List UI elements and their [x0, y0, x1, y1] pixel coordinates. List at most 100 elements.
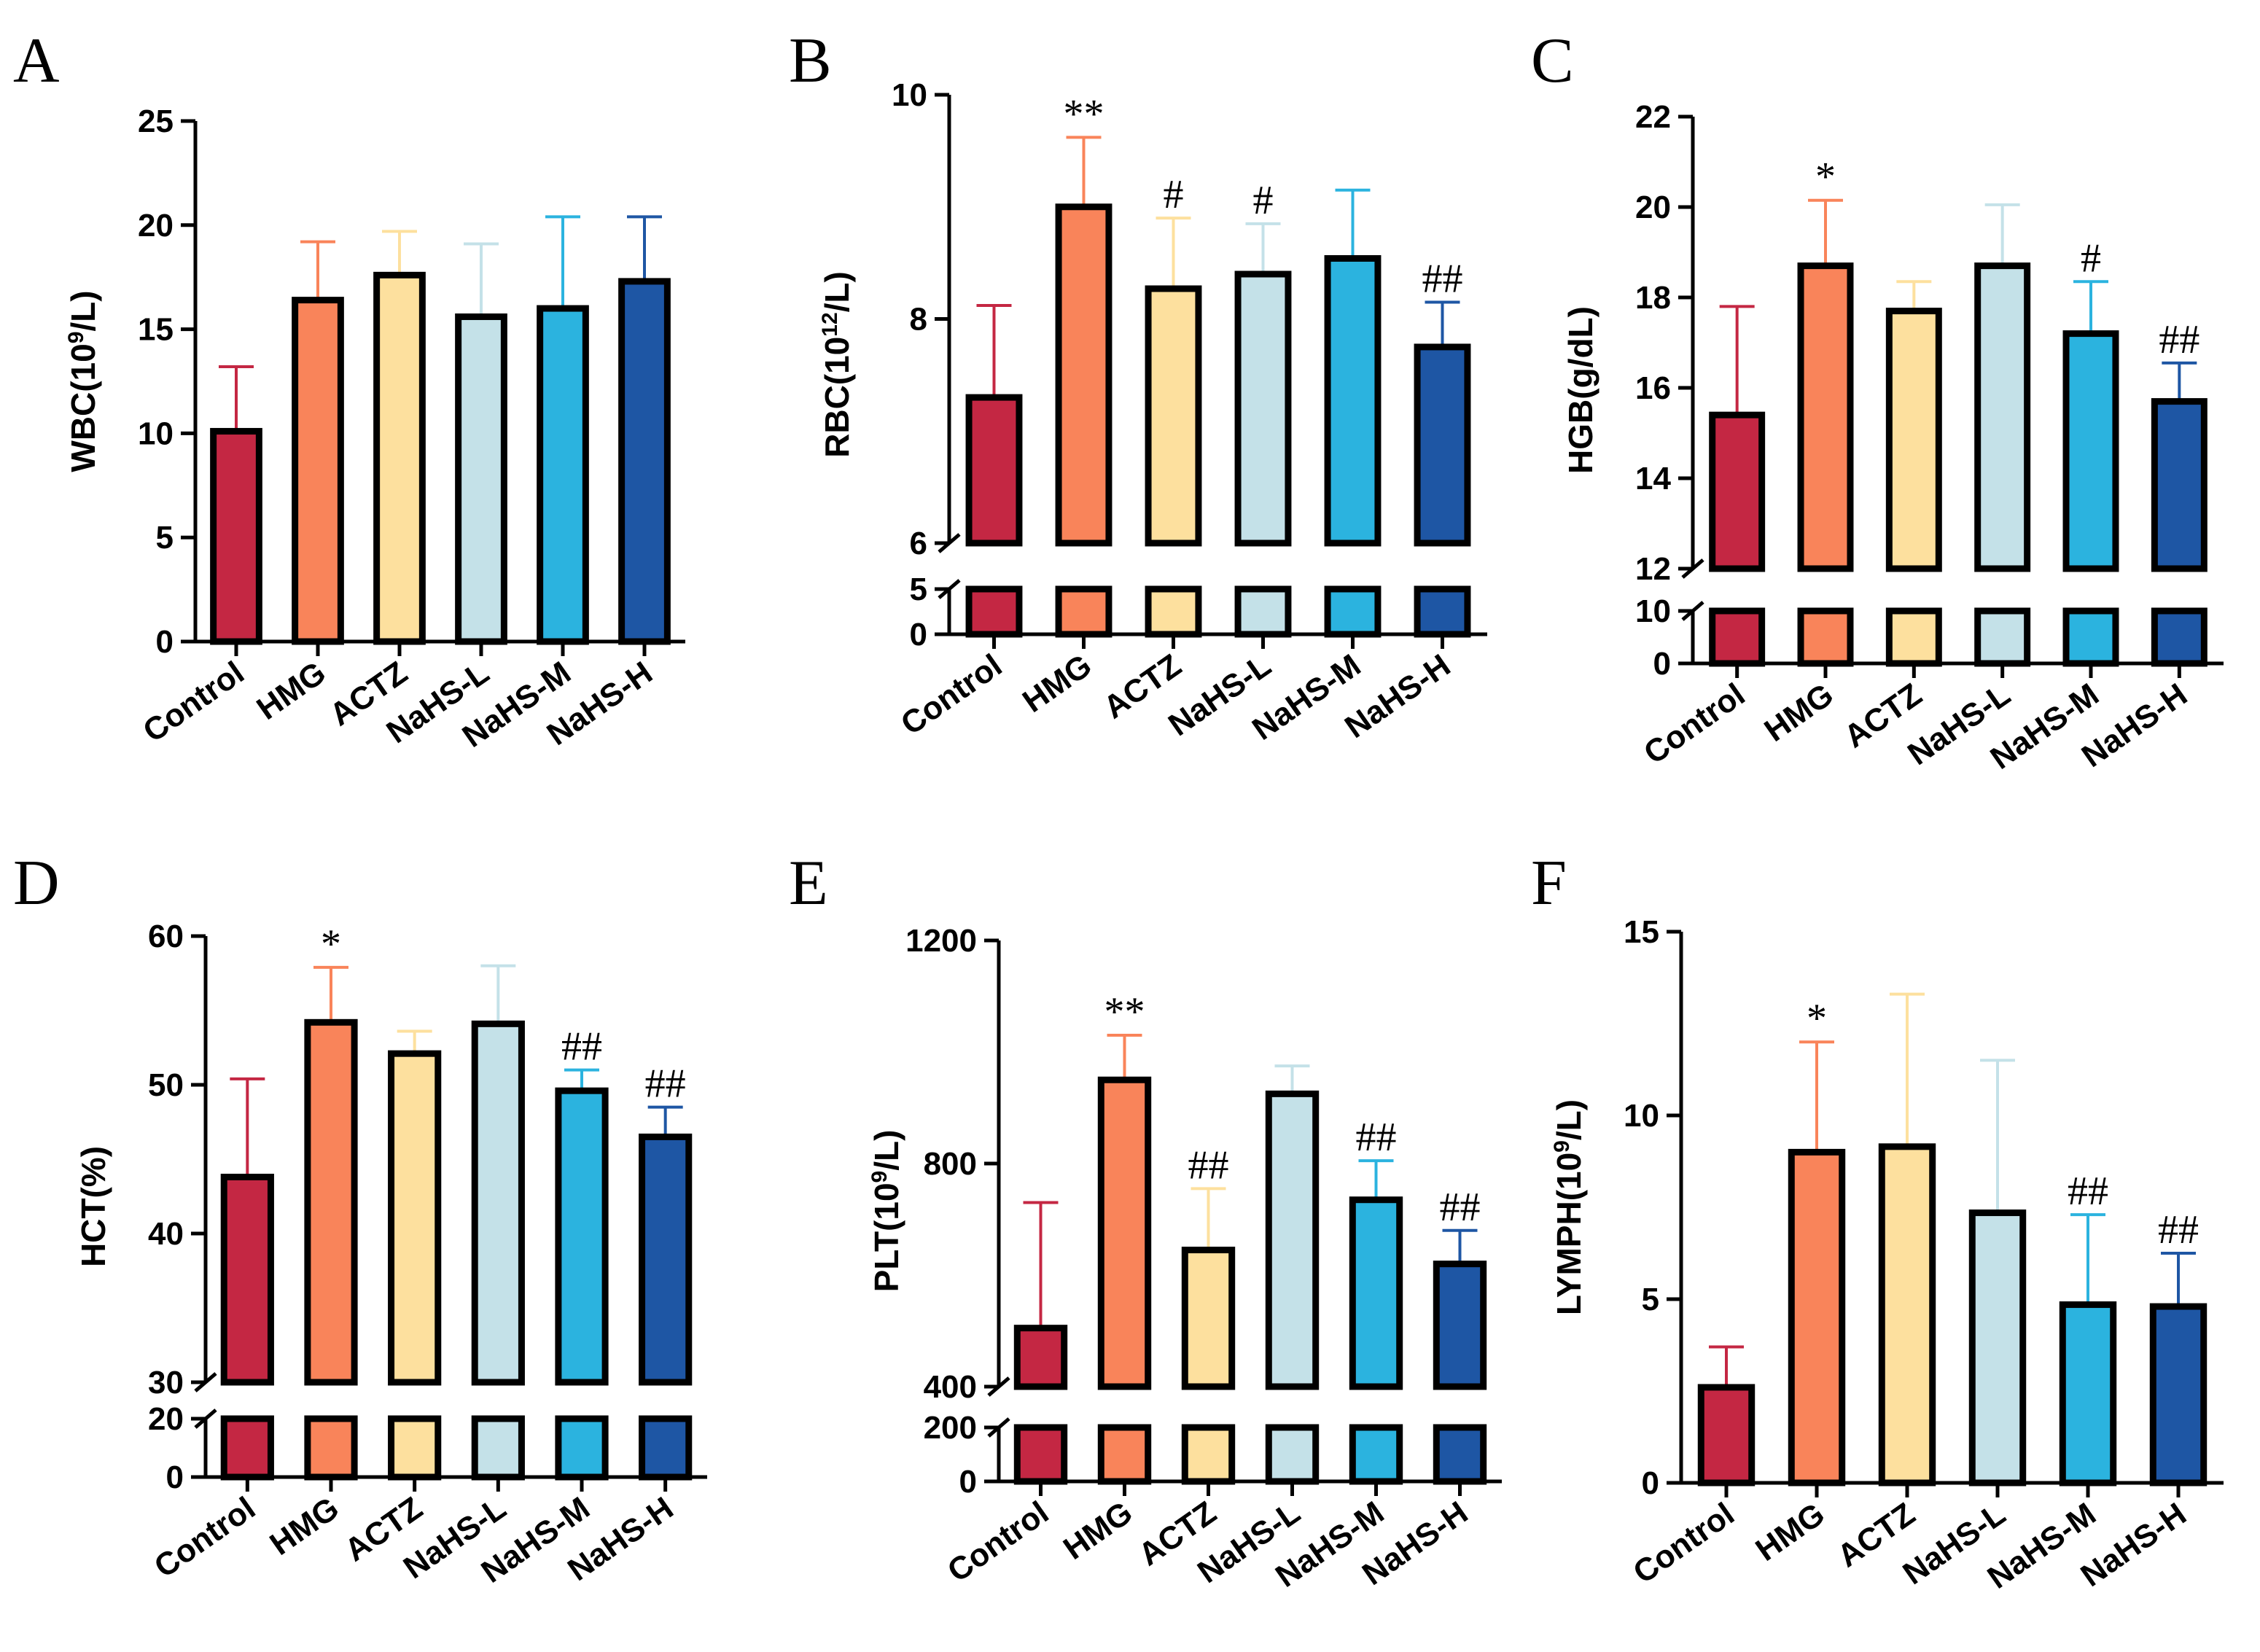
- y-tick-label: 12: [1635, 551, 1671, 587]
- y-tick-label: 200: [924, 1410, 977, 1446]
- bar-gap: [1706, 573, 1768, 607]
- bar-lower: [965, 585, 1023, 638]
- bar-lower: [1433, 1424, 1487, 1485]
- bar-gap: [1053, 548, 1115, 585]
- bar-gap: [218, 1387, 277, 1414]
- bar: [1968, 1209, 2027, 1487]
- bar: [373, 271, 426, 645]
- bar-gap: [1011, 1391, 1070, 1423]
- y-tick-label: 400: [924, 1369, 977, 1405]
- bar-lower: [1414, 585, 1471, 638]
- bar-lower: [1349, 1424, 1403, 1485]
- y-title-sup: 9: [1550, 1140, 1574, 1153]
- significance-mark: #: [1253, 178, 1274, 223]
- bar: [388, 1050, 442, 1386]
- y-tick-label: 0: [1653, 646, 1671, 682]
- y-tick-label: 5: [910, 572, 927, 607]
- bar: [965, 394, 1023, 547]
- bar: [1974, 262, 2031, 572]
- bar: [1709, 411, 1766, 572]
- bar: [555, 1087, 609, 1386]
- y-axis-title: RBC(1012/L): [818, 271, 856, 458]
- y-tick-label: 16: [1635, 370, 1671, 406]
- bar-lower: [220, 1415, 274, 1481]
- y-tick-label: 10: [1624, 1098, 1659, 1134]
- y-title-part: LYMPH(10: [1550, 1153, 1588, 1315]
- y-title-sup: 9: [64, 332, 88, 344]
- bar-gap: [1347, 1391, 1406, 1423]
- significance-mark: *: [1807, 996, 1827, 1041]
- bar: [537, 305, 589, 645]
- significance-mark: **: [1104, 989, 1145, 1035]
- y-title-part: HGB(g/dL): [1562, 306, 1599, 474]
- y-title-part: WBC(10: [64, 343, 102, 472]
- y-tick-label: 60: [148, 919, 184, 954]
- y-tick-label: 10: [138, 416, 174, 451]
- bar-lower: [639, 1415, 693, 1481]
- significance-mark: #: [2081, 235, 2101, 281]
- y-tick-label: 0: [166, 1460, 184, 1495]
- y-tick-label: 10: [1635, 593, 1671, 629]
- bar: [1788, 1148, 1846, 1487]
- bar-gap: [552, 1387, 612, 1414]
- y-tick-label: 1200: [905, 923, 977, 959]
- significance-mark: **: [1064, 91, 1104, 136]
- bar-lower: [471, 1415, 525, 1481]
- y-tick-label: 0: [959, 1464, 977, 1500]
- bar: [1697, 1384, 1756, 1487]
- bar-lower: [1055, 585, 1113, 638]
- bar: [455, 313, 507, 645]
- bar-gap: [2148, 573, 2210, 607]
- bar-gap: [1095, 1391, 1154, 1423]
- significance-mark: ##: [645, 1061, 686, 1107]
- bar-lower: [555, 1415, 609, 1481]
- panel-letter: F: [1531, 848, 1567, 919]
- bar-gap: [963, 548, 1025, 585]
- bar: [1234, 270, 1292, 547]
- significance-mark: ##: [2158, 1207, 2199, 1252]
- bar-lower: [1181, 1424, 1236, 1485]
- bar: [618, 278, 671, 645]
- bar: [304, 1018, 358, 1386]
- bar-lower: [1097, 1424, 1152, 1485]
- bar: [2151, 398, 2208, 572]
- bar-gap: [1430, 1391, 1489, 1423]
- panel-letter: B: [789, 26, 832, 96]
- panel-letter: C: [1531, 26, 1574, 96]
- y-tick-label: 5: [1642, 1282, 1659, 1317]
- bar-gap: [1411, 548, 1473, 585]
- bar-gap: [1322, 548, 1384, 585]
- y-axis-title: HGB(g/dL): [1562, 306, 1599, 474]
- y-tick-label: 0: [156, 624, 174, 660]
- y-axis-title: WBC(109/L): [64, 290, 102, 472]
- bar-lower: [1324, 585, 1382, 638]
- y-title-part: PLT(10: [868, 1182, 905, 1292]
- y-tick-label: 8: [910, 302, 927, 338]
- y-tick-label: 6: [910, 526, 927, 561]
- bar: [1433, 1261, 1487, 1390]
- y-tick-label: 14: [1635, 461, 1671, 496]
- bar-lower: [1885, 607, 1942, 667]
- bar-gap: [385, 1387, 444, 1414]
- y-title-part: /L): [818, 271, 856, 312]
- significance-mark: *: [321, 922, 341, 967]
- bar: [1145, 285, 1202, 547]
- significance-mark: ##: [561, 1024, 602, 1069]
- bar-lower: [1974, 607, 2031, 667]
- bar-gap: [636, 1387, 695, 1414]
- bar-gap: [1179, 1391, 1238, 1423]
- bar: [1797, 262, 1854, 572]
- significance-mark: ##: [2068, 1169, 2108, 1214]
- significance-mark: ##: [1440, 1185, 1481, 1230]
- y-tick-label: 0: [910, 617, 927, 652]
- y-tick-label: 5: [156, 520, 174, 556]
- bar-lower: [1265, 1424, 1320, 1485]
- y-title-part: /L): [868, 1130, 905, 1171]
- y-title-part: /L): [64, 290, 102, 331]
- y-tick-label: 40: [148, 1216, 184, 1252]
- y-tick-label: 15: [1624, 914, 1659, 950]
- bar-lower: [1013, 1424, 1068, 1485]
- y-tick-label: 30: [148, 1365, 184, 1400]
- bar: [1878, 1143, 1936, 1487]
- bar: [1349, 1196, 1403, 1390]
